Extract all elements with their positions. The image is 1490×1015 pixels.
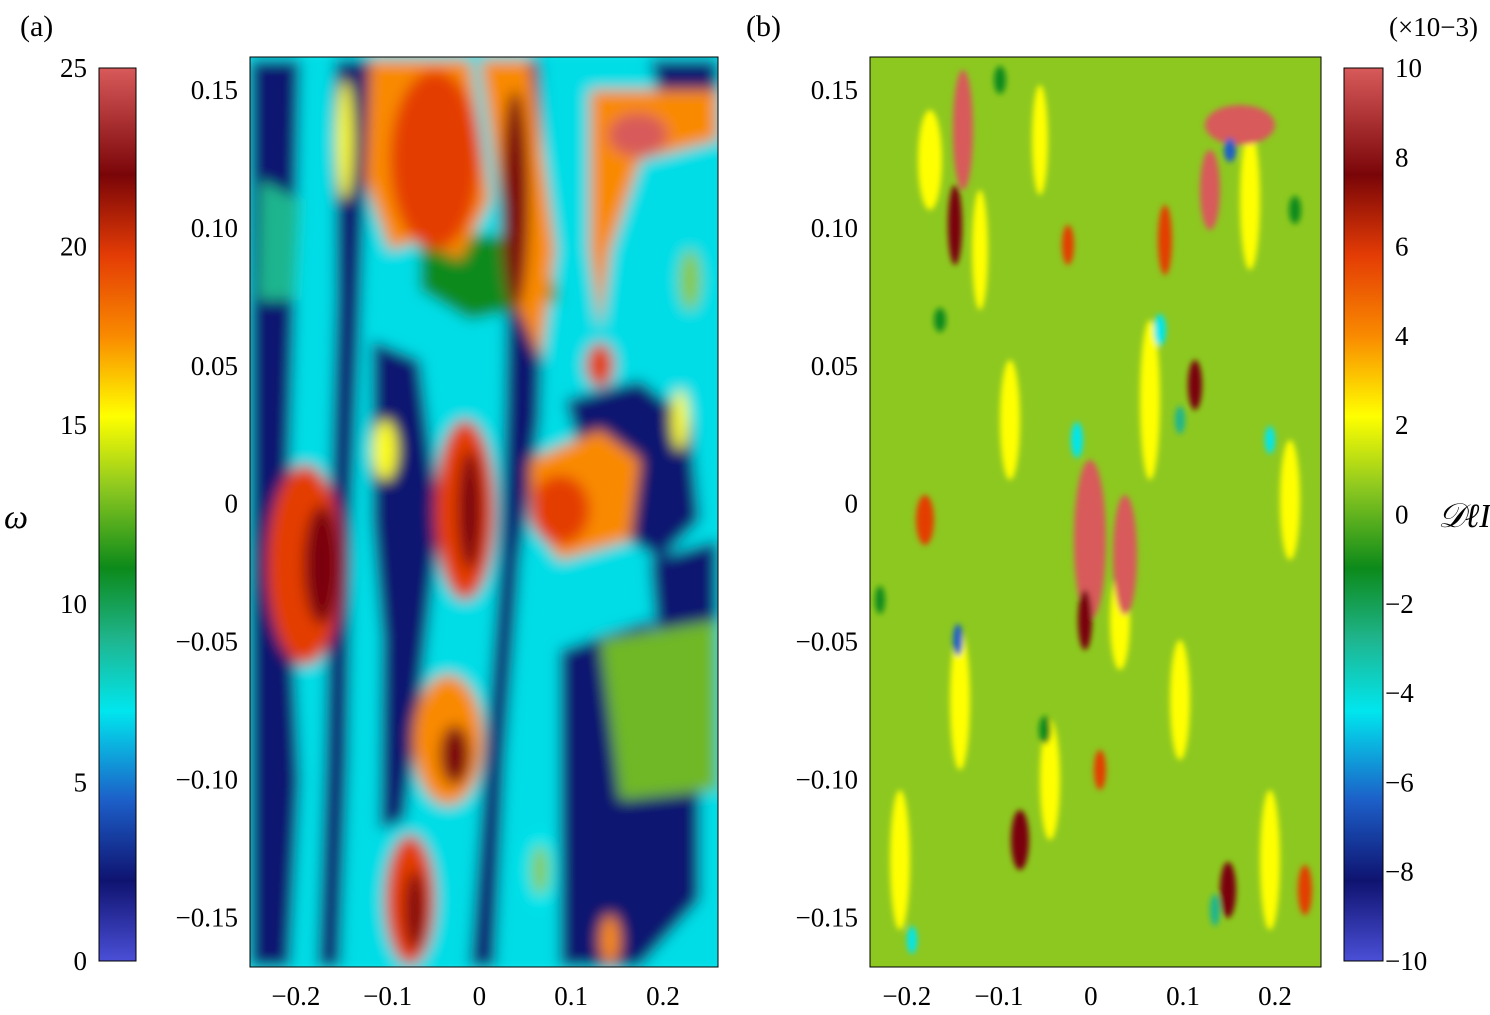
colorbar-b-label: 𝒟ℓI xyxy=(1438,498,1490,535)
colorbar-tick-label: 0 xyxy=(74,946,88,976)
colorbar-b-ticks: 10 8 6 4 2 0 −2 −4 −6 −8 −10 xyxy=(1385,53,1427,976)
heatmap-a xyxy=(250,57,718,967)
panel-a-x-ticks: −0.2 −0.1 0 0.1 0.2 xyxy=(271,981,679,1011)
colorbar-tick-label: 4 xyxy=(1395,321,1409,351)
colorbar-tick-label: 8 xyxy=(1395,142,1409,172)
x-tick-label: −0.1 xyxy=(974,981,1023,1011)
y-tick-label: 0 xyxy=(845,489,859,519)
y-tick-label: 0.05 xyxy=(811,351,858,381)
panel-b: (b) xyxy=(746,10,1490,1011)
colorbar-tick-label: 5 xyxy=(74,767,88,797)
x-tick-label: 0.2 xyxy=(646,981,680,1011)
y-tick-label: 0.15 xyxy=(191,75,238,105)
x-tick-label: 0 xyxy=(1084,981,1098,1011)
colorbar-a-ticks: 25 20 15 10 5 0 xyxy=(60,53,87,976)
colorbar-a-label: ω xyxy=(4,499,28,536)
y-tick-label: −0.05 xyxy=(176,627,238,657)
x-tick-label: −0.2 xyxy=(271,981,320,1011)
panel-b-label: (b) xyxy=(746,10,781,43)
x-tick-label: −0.1 xyxy=(363,981,412,1011)
colorbar-tick-label: −10 xyxy=(1385,946,1427,976)
y-tick-label: 0.15 xyxy=(811,75,858,105)
colorbar-b xyxy=(1343,67,1384,962)
y-tick-label: 0.10 xyxy=(191,213,238,243)
x-tick-label: 0.1 xyxy=(1166,981,1200,1011)
heatmap-a-frame xyxy=(249,56,719,968)
colorbar-tick-label: 0 xyxy=(1395,500,1409,530)
colorbar-tick-label: −8 xyxy=(1385,857,1414,887)
x-tick-label: 0.2 xyxy=(1258,981,1292,1011)
colorbar-b-scale-note: (×10−3) xyxy=(1389,12,1478,42)
panel-b-y-ticks: 0.15 0.10 0.05 0 −0.05 −0.10 −0.15 xyxy=(796,75,858,932)
y-tick-label: −0.15 xyxy=(796,902,858,932)
colorbar-tick-label: −6 xyxy=(1385,767,1414,797)
y-tick-label: 0.10 xyxy=(811,213,858,243)
y-tick-label: 0 xyxy=(225,489,239,519)
colorbar-tick-label: −4 xyxy=(1385,678,1414,708)
colorbar-tick-label: 2 xyxy=(1395,410,1409,440)
x-tick-label: −0.2 xyxy=(882,981,931,1011)
y-tick-label: −0.10 xyxy=(796,764,858,794)
heatmap-b xyxy=(870,57,1321,967)
colorbar-tick-label: 10 xyxy=(60,589,87,619)
colorbar-a xyxy=(98,67,137,962)
y-tick-label: −0.05 xyxy=(796,627,858,657)
x-tick-label: 0.1 xyxy=(554,981,588,1011)
colorbar-tick-label: −2 xyxy=(1385,589,1414,619)
heatmap-b-frame xyxy=(869,56,1322,968)
x-tick-label: 0 xyxy=(473,981,487,1011)
panel-a-label: (a) xyxy=(20,10,53,43)
y-tick-label: −0.10 xyxy=(176,764,238,794)
y-tick-label: −0.15 xyxy=(176,902,238,932)
colorbar-tick-label: 10 xyxy=(1395,53,1422,83)
y-tick-label: 0.05 xyxy=(191,351,238,381)
colorbar-tick-label: 15 xyxy=(60,410,87,440)
colorbar-tick-label: 20 xyxy=(60,232,87,262)
panel-a-y-ticks: 0.15 0.10 0.05 0 −0.05 −0.10 −0.15 xyxy=(176,75,238,932)
panel-b-x-ticks: −0.2 −0.1 0 0.1 0.2 xyxy=(882,981,1292,1011)
colorbar-tick-label: 6 xyxy=(1395,232,1409,262)
colorbar-tick-label: 25 xyxy=(60,53,87,83)
panel-a: (a) ω 25 20 15 10 5 0 xyxy=(4,10,719,1011)
